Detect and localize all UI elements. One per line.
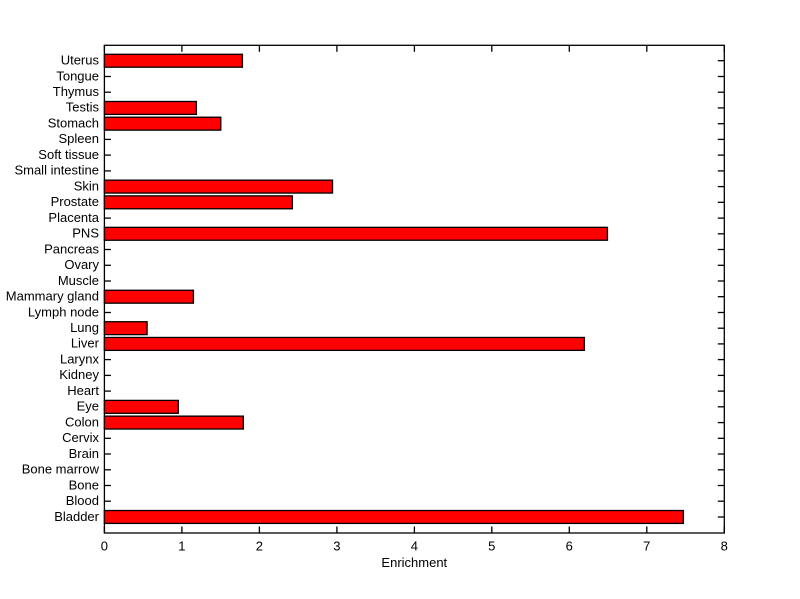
svg-text:Heart: Heart (67, 383, 99, 398)
svg-text:Blood: Blood (66, 493, 99, 508)
svg-text:Soft tissue: Soft tissue (38, 147, 99, 162)
svg-text:Tongue: Tongue (56, 68, 99, 83)
svg-text:Prostate: Prostate (51, 194, 99, 209)
svg-text:2: 2 (256, 539, 263, 554)
svg-text:5: 5 (488, 539, 495, 554)
svg-text:Testis: Testis (66, 100, 100, 115)
svg-text:Uterus: Uterus (61, 53, 100, 68)
svg-text:Small intestine: Small intestine (14, 163, 99, 178)
svg-text:0: 0 (101, 539, 108, 554)
svg-text:Kidney: Kidney (59, 367, 99, 382)
svg-text:Mammary gland: Mammary gland (6, 289, 99, 304)
svg-text:Muscle: Muscle (58, 273, 99, 288)
svg-text:6: 6 (566, 539, 573, 554)
svg-text:Thymus: Thymus (53, 84, 100, 99)
svg-text:Colon: Colon (65, 414, 99, 429)
svg-text:Ovary: Ovary (64, 257, 99, 272)
svg-text:1: 1 (178, 539, 185, 554)
svg-text:Pancreas: Pancreas (44, 241, 99, 256)
svg-text:Bone marrow: Bone marrow (22, 462, 100, 477)
svg-text:8: 8 (721, 539, 728, 554)
svg-text:4: 4 (411, 539, 418, 554)
svg-text:PNS: PNS (72, 226, 99, 241)
svg-text:Lymph node: Lymph node (28, 304, 99, 319)
svg-text:Larynx: Larynx (60, 351, 100, 366)
svg-text:Bladder: Bladder (54, 509, 99, 524)
svg-text:3: 3 (333, 539, 340, 554)
svg-text:Brain: Brain (69, 446, 99, 461)
svg-text:Cervix: Cervix (62, 430, 99, 445)
svg-text:Bone: Bone (69, 477, 99, 492)
svg-text:Stomach: Stomach (48, 116, 99, 131)
svg-text:Placenta: Placenta (48, 210, 99, 225)
svg-text:Enrichment: Enrichment (381, 555, 447, 570)
svg-text:7: 7 (643, 539, 650, 554)
svg-text:Eye: Eye (77, 399, 99, 414)
svg-text:Lung: Lung (70, 320, 99, 335)
svg-text:Skin: Skin (74, 178, 99, 193)
svg-text:Spleen: Spleen (59, 131, 99, 146)
svg-text:Liver: Liver (71, 336, 100, 351)
